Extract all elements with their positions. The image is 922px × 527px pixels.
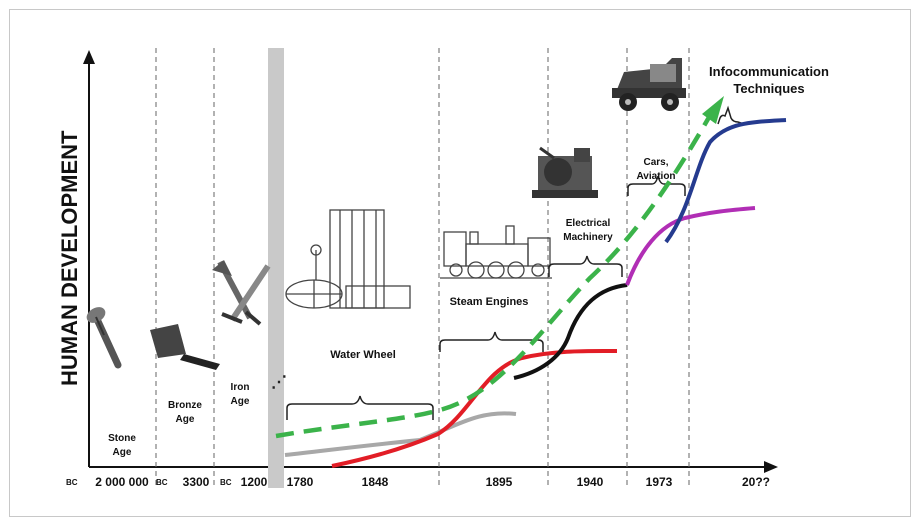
x-axis-arrow xyxy=(764,461,778,473)
time-break-bar xyxy=(268,48,284,488)
electric-machine-icon xyxy=(532,146,598,198)
curve-electrical xyxy=(513,283,628,380)
x-tick-prefix: BC xyxy=(66,478,78,487)
brace-water-wheel xyxy=(286,395,434,420)
x-tick-labels: BC 2 000 000 BC 3300 BC 1200 1780 1848 1895 1940 1… xyxy=(66,475,770,489)
curve-cars xyxy=(625,206,756,286)
trend-arrow xyxy=(275,110,714,439)
brace-steam-engines xyxy=(439,331,544,352)
era-label: Infocommunication Techniques xyxy=(709,64,829,96)
y-axis-arrow xyxy=(83,50,95,64)
x-tick-prefix: BC xyxy=(220,478,232,487)
trend-arrowhead xyxy=(702,96,724,124)
x-tick-label: 1780 xyxy=(287,475,314,489)
iron-age-dots: ⋰ xyxy=(271,374,287,391)
era-label: Steam Engines xyxy=(450,296,529,308)
era-label: Iron Age xyxy=(231,382,250,407)
era-label: Electrical Machinery xyxy=(563,218,613,243)
era-label: Water Wheel xyxy=(330,349,396,361)
curve-info xyxy=(664,118,787,244)
x-tick-label: 2 000 000 xyxy=(95,475,149,489)
x-tick-label: 1200 xyxy=(241,475,268,489)
figure-frame xyxy=(9,9,911,517)
steam-locomotive-icon xyxy=(440,225,552,279)
bronze-axe-icon xyxy=(150,324,220,370)
era-label: Stone Age xyxy=(108,433,136,458)
brace-cars xyxy=(627,175,686,196)
x-tick-label: 20?? xyxy=(742,475,770,489)
x-tick-label: 1973 xyxy=(646,475,673,489)
era-braces xyxy=(286,105,745,420)
x-tick-label: 3300 xyxy=(183,475,210,489)
brace-electrical xyxy=(548,255,623,277)
x-tick-label: 1940 xyxy=(577,475,604,489)
y-axis-label: HUMAN DEVELOPMENT xyxy=(57,130,82,386)
era-label: Bronze Age xyxy=(168,400,202,425)
x-tick-label: 1895 xyxy=(486,475,513,489)
curve-steam-engines xyxy=(331,348,618,468)
water-wheel-icon xyxy=(285,209,411,309)
era-label: Cars, Aviation xyxy=(636,157,675,182)
era-labels: Stone Age Bronze Age Iron Age Water Wheel Steam… xyxy=(108,64,829,458)
era-dividers xyxy=(155,48,690,487)
brace-info xyxy=(717,105,745,125)
iron-swords-icon xyxy=(212,260,271,326)
stone-axe-icon xyxy=(86,307,122,369)
x-tick-prefix: BC xyxy=(156,478,168,487)
x-tick-label: 1848 xyxy=(362,475,389,489)
vintage-car-icon xyxy=(612,58,686,111)
